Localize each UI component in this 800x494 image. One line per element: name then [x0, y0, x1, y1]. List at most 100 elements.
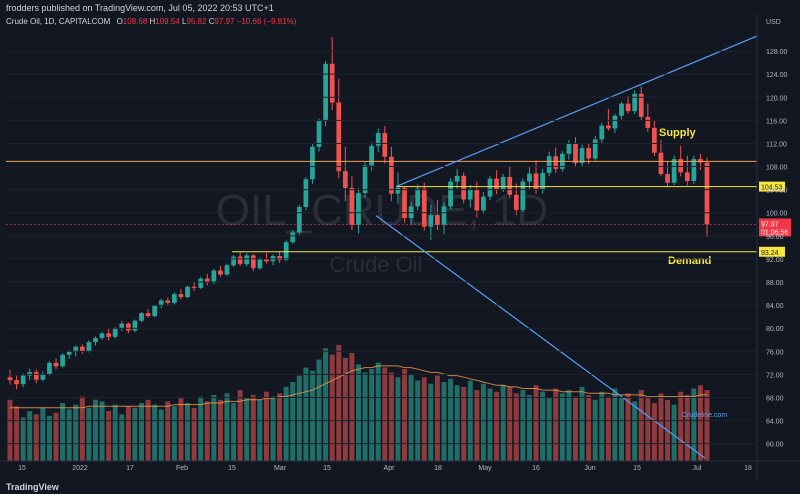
- candle-body: [619, 103, 624, 116]
- volume-bar: [388, 372, 394, 461]
- x-tick-label: 15: [633, 465, 641, 472]
- symbol-label[interactable]: Crude Oil, 1D, CAPITALCOM: [6, 17, 111, 26]
- candle-body: [310, 146, 315, 180]
- y-tick-label: 124.00: [766, 72, 788, 79]
- candle: [573, 137, 578, 168]
- candle: [158, 298, 164, 309]
- candle-body: [125, 323, 131, 331]
- candle: [579, 144, 585, 166]
- candle: [652, 120, 657, 157]
- y-tick-label: 84.00: [766, 303, 784, 310]
- candle-body: [665, 174, 670, 183]
- candle-body: [494, 178, 499, 190]
- volume-bar: [395, 377, 401, 461]
- volume-bar: [671, 404, 677, 461]
- candle: [467, 185, 473, 208]
- volume-bar: [526, 394, 532, 461]
- candle-body: [191, 286, 197, 288]
- y-tick-label: 92.00: [766, 257, 784, 264]
- volume-bar: [204, 401, 210, 461]
- candle: [342, 146, 348, 202]
- candle: [395, 172, 401, 204]
- volume-bar: [434, 375, 440, 461]
- candle-body: [112, 328, 118, 337]
- candle-body: [33, 372, 39, 380]
- y-tick-label: 68.00: [766, 395, 784, 402]
- candle-body: [198, 278, 204, 288]
- candle-body: [185, 286, 190, 298]
- candle-body: [599, 125, 605, 140]
- candle: [448, 178, 453, 210]
- candle-body: [638, 93, 644, 117]
- open-label: O: [116, 17, 123, 26]
- candle: [290, 230, 296, 244]
- candle-body: [487, 178, 493, 197]
- candle: [415, 184, 421, 211]
- volume-bar: [73, 404, 79, 461]
- candle: [356, 188, 361, 234]
- candle: [428, 204, 434, 240]
- x-tick-label: 2022: [72, 465, 88, 472]
- volume-bar: [691, 388, 697, 461]
- candle-body: [53, 362, 59, 367]
- volume-bar: [619, 398, 625, 461]
- volume-bar: [270, 396, 276, 461]
- candle: [658, 140, 664, 177]
- candle: [389, 146, 394, 202]
- candle: [494, 170, 499, 195]
- volume-bar: [257, 399, 263, 461]
- candle: [316, 118, 322, 152]
- candle: [625, 96, 631, 114]
- volume-bar: [697, 385, 703, 461]
- volume-bar: [513, 393, 519, 461]
- candle-body: [66, 351, 72, 355]
- candle-body: [336, 102, 342, 172]
- change-value: −10.66 (−9.81%): [236, 17, 297, 26]
- last-price-tag: [759, 218, 791, 237]
- candle-body: [244, 255, 250, 265]
- volume-bar: [7, 399, 13, 461]
- volume-bar: [645, 398, 651, 461]
- candle-body: [323, 63, 328, 121]
- volume-bar: [421, 377, 427, 461]
- candle-body: [290, 232, 296, 243]
- candle-body: [86, 342, 92, 352]
- volume-bar: [53, 412, 59, 461]
- candle: [671, 155, 677, 186]
- candle-body: [658, 152, 664, 175]
- volume-bar: [480, 383, 486, 461]
- volume-bar: [119, 414, 125, 461]
- tradingview-logo[interactable]: TradingView: [6, 482, 59, 492]
- candle: [454, 168, 460, 189]
- x-tick-label: 18: [434, 465, 442, 472]
- candle-body: [316, 120, 322, 147]
- volume-bar: [231, 403, 237, 461]
- candle-body: [349, 187, 355, 225]
- candle-body: [678, 159, 684, 173]
- candle: [218, 265, 223, 277]
- candle: [145, 309, 151, 318]
- candle: [369, 142, 375, 171]
- y-tick-label: 116.00: [766, 118, 787, 125]
- candle: [487, 175, 493, 201]
- volume-bar: [303, 367, 309, 461]
- candle-body: [283, 242, 289, 261]
- candle: [231, 254, 236, 268]
- candle: [520, 178, 526, 213]
- currency-label: USD: [766, 19, 781, 26]
- candle: [336, 78, 342, 179]
- candle: [204, 273, 210, 286]
- candle: [53, 358, 59, 370]
- candle-body: [573, 144, 578, 164]
- candle: [408, 201, 414, 225]
- volume-bar: [586, 394, 592, 461]
- ohlc-legend: Crude Oil, 1D, CAPITALCOM O108.68 H109.5…: [6, 17, 296, 26]
- candle: [606, 108, 611, 131]
- candle-body: [277, 256, 282, 261]
- candle-body: [178, 294, 184, 298]
- candle: [513, 183, 519, 216]
- candle: [375, 128, 381, 153]
- volume-bar: [20, 417, 26, 461]
- footer-bar: TradingView: [0, 480, 800, 494]
